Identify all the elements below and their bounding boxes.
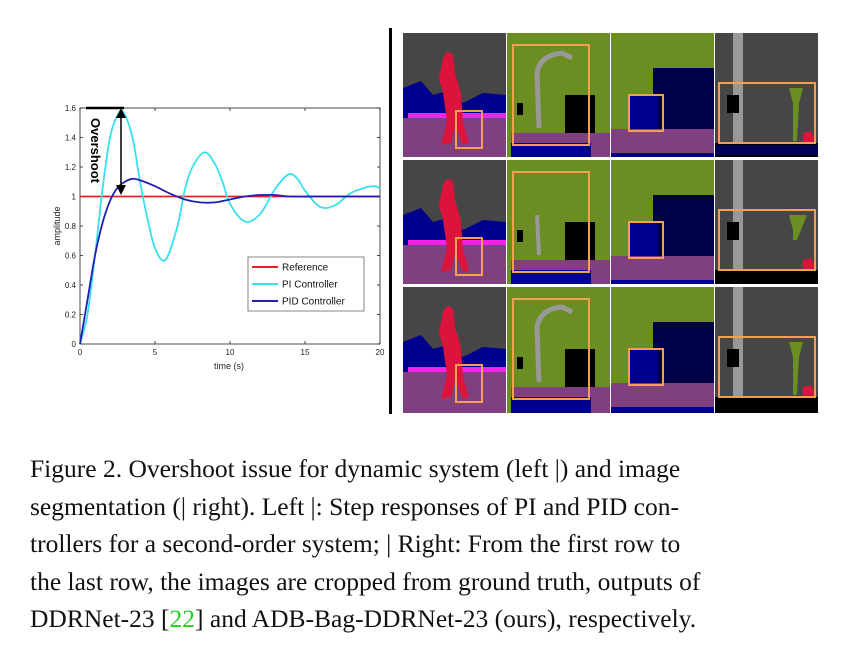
caption-line-2: segmentation (| right). Left |: Step res… — [30, 491, 679, 521]
seg-cell-r2-c4 — [715, 160, 818, 284]
y-axis-ticks: 0 0.2 0.4 0.6 0.8 1 1.2 1.4 1.6 — [65, 104, 380, 349]
legend-entry-pid-controller: PID Controller — [282, 297, 345, 308]
citation-link[interactable]: 22 — [169, 604, 196, 633]
seg-cell-r1-c3 — [611, 33, 714, 157]
y-tick-label: 0.2 — [65, 311, 77, 320]
seg-cell-r3-c3 — [611, 287, 714, 413]
y-tick-label: 0.8 — [65, 222, 77, 231]
caption-line-5: DDRNet-23 [22] and ADB-Bag-DDRNet-23 (ou… — [30, 600, 825, 638]
y-tick-label: 0.4 — [65, 281, 77, 290]
series-pid-controller-line — [79, 177, 380, 345]
seg-cell-r2-c3 — [611, 160, 714, 284]
y-tick-label: 0 — [72, 340, 77, 349]
x-tick-label: 0 — [78, 348, 83, 357]
segmentation-grid — [403, 33, 818, 413]
x-tick-label: 5 — [153, 348, 158, 357]
caption-line-1: Figure 2. Overshoot issue for dynamic sy… — [30, 454, 681, 483]
seg-cell-r1-c1 — [403, 33, 506, 157]
seg-cell-r3-c4 — [715, 287, 818, 413]
x-tick-label: 20 — [376, 348, 385, 357]
overshoot-arrow-head-up — [116, 108, 126, 118]
y-tick-label: 1.4 — [65, 134, 77, 143]
figure-caption: Figure 2. Overshoot issue for dynamic sy… — [30, 450, 825, 638]
x-tick-label: 10 — [226, 348, 235, 357]
seg-cell-r1-c4 — [715, 33, 818, 157]
seg-cell-r1-c2 — [507, 33, 610, 157]
seg-cell-r3-c2 — [507, 287, 610, 413]
caption-line-5-end: ] and ADB-Bag-DDRNet-23 (ours), respecti… — [195, 604, 697, 633]
x-tick-label: 15 — [301, 348, 310, 357]
y-tick-label: 1.6 — [65, 104, 77, 113]
left-right-divider — [389, 28, 392, 414]
y-tick-label: 0.6 — [65, 252, 77, 261]
overshoot-annotation: Overshoot — [86, 106, 126, 195]
y-tick-label: 1 — [72, 193, 77, 202]
x-axis-label: time (s) — [214, 361, 244, 371]
legend-entry-pi-controller: PI Controller — [282, 280, 338, 291]
y-axis-label: amplitude — [52, 206, 62, 245]
y-tick-label: 1.2 — [65, 163, 77, 172]
chart-legend: Reference PI Controller PID Controller — [247, 256, 365, 312]
legend-entry-reference: Reference — [282, 263, 329, 274]
overshoot-arrow-head-down — [116, 185, 126, 195]
seg-cell-r2-c2 — [507, 160, 610, 284]
seg-cell-r3-c1 — [403, 287, 506, 413]
caption-line-3: trollers for a second-order system; | Ri… — [30, 529, 681, 558]
caption-line-4: the last row, the images are cropped fro… — [30, 566, 701, 596]
seg-cell-r2-c1 — [403, 160, 506, 284]
overshoot-label: Overshoot — [88, 118, 103, 184]
step-response-chart: 0 0.2 0.4 0.6 0.8 1 1.2 1.4 1.6 0 5 10 15 20 time (s… — [52, 104, 385, 371]
caption-line-5-start: DDRNet-23 [ — [30, 604, 170, 633]
